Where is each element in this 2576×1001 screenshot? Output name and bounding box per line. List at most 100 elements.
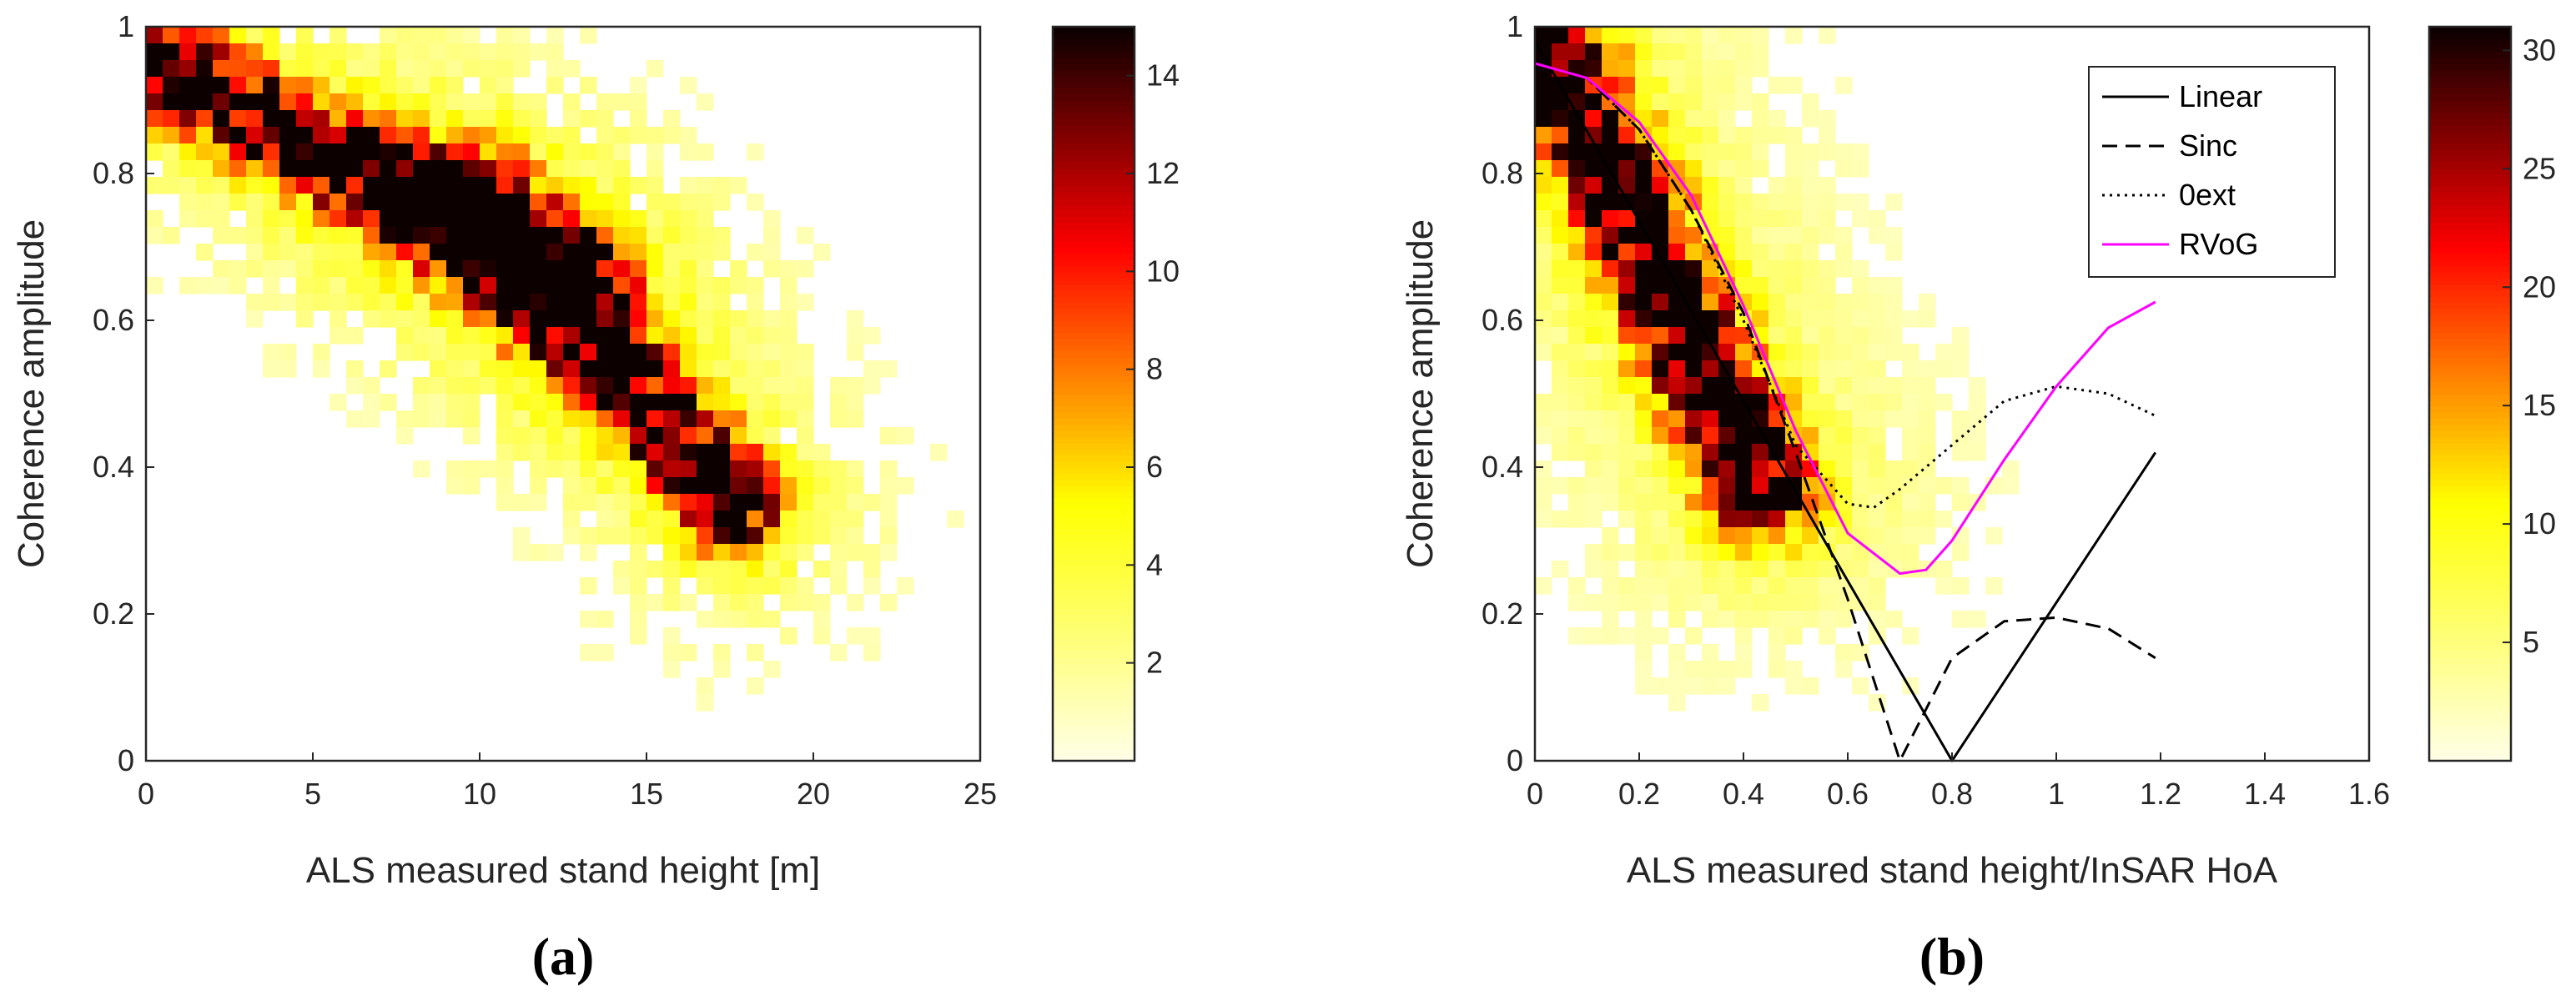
heat-cell xyxy=(1652,27,1669,44)
heat-cell xyxy=(847,327,864,345)
heat-cell xyxy=(513,127,531,144)
heat-cell xyxy=(1718,661,1736,678)
heat-cell xyxy=(1752,527,1769,545)
x-tick-label: 0.6 xyxy=(1827,777,1869,811)
heat-cell xyxy=(196,27,214,44)
colorbar-swatch xyxy=(1053,436,1135,444)
heat-cell xyxy=(1602,394,1619,411)
heat-cell xyxy=(1785,244,1803,261)
heat-cell xyxy=(346,210,364,228)
colorbar-swatch xyxy=(2429,681,2511,688)
colorbar-swatch xyxy=(1053,45,1135,53)
heat-cell xyxy=(396,143,414,161)
colorbar-swatch xyxy=(1053,491,1135,499)
heat-cell xyxy=(1869,210,1886,228)
heat-cell xyxy=(346,294,364,311)
heat-cell xyxy=(1535,244,1552,261)
heat-cell xyxy=(530,494,547,511)
heat-cell xyxy=(596,644,614,661)
colorbar-swatch xyxy=(1053,308,1135,315)
heat-cell xyxy=(296,27,314,44)
heat-cell xyxy=(1852,194,1869,211)
heat-cell xyxy=(663,661,681,678)
heat-cell xyxy=(1535,410,1552,428)
heat-cell xyxy=(546,177,564,194)
heat-cell xyxy=(1885,410,1903,428)
heat-cell xyxy=(680,194,697,211)
heat-cell xyxy=(413,227,430,244)
heat-cell xyxy=(563,210,581,228)
heat-cell xyxy=(1885,327,1903,345)
heat-cell xyxy=(780,511,797,528)
heat-cell xyxy=(830,544,848,561)
heat-cell xyxy=(396,244,414,261)
heatmap-b xyxy=(1535,27,2020,712)
heat-cell xyxy=(546,377,564,395)
heat-cell xyxy=(380,360,397,378)
heat-cell xyxy=(330,43,347,61)
colorbar-swatch xyxy=(2429,485,2511,493)
heat-cell xyxy=(246,60,264,78)
heat-cell xyxy=(1668,43,1686,61)
heat-cell xyxy=(279,227,297,244)
heat-cell xyxy=(1752,444,1769,461)
colorbar-swatch xyxy=(2429,27,2511,34)
heat-cell xyxy=(680,360,697,378)
heat-cell xyxy=(747,310,764,328)
heat-cell xyxy=(279,360,297,378)
heat-cell xyxy=(413,60,430,78)
heat-cell xyxy=(863,327,881,345)
heat-cell xyxy=(279,143,297,161)
heat-cell xyxy=(163,93,180,111)
heat-cell xyxy=(196,194,214,211)
heat-cell xyxy=(496,410,514,428)
heat-cell xyxy=(663,227,681,244)
colorbar-swatch xyxy=(1053,289,1135,297)
heat-cell xyxy=(463,127,480,144)
heat-cell xyxy=(647,360,664,378)
heat-cell xyxy=(396,93,414,111)
heat-cell xyxy=(1668,127,1686,144)
heat-cell xyxy=(296,210,314,228)
heat-cell xyxy=(1902,527,1919,545)
legend-label-rvog: RVoG xyxy=(2179,227,2258,261)
colorbar-swatch xyxy=(2429,112,2511,119)
heat-cell xyxy=(1902,394,1919,411)
heat-cell xyxy=(1652,577,1669,595)
heat-cell xyxy=(1685,27,1703,44)
heat-cell xyxy=(647,410,664,428)
heat-cell xyxy=(1802,527,1819,545)
heat-cell xyxy=(1685,677,1703,695)
colorbar-swatch xyxy=(2429,644,2511,651)
x-tick-label: 0 xyxy=(138,777,154,811)
heat-cell xyxy=(146,43,164,61)
heat-cell xyxy=(413,410,430,428)
heat-cell xyxy=(463,194,480,211)
heat-cell xyxy=(513,327,531,345)
heat-cell xyxy=(1752,594,1769,611)
heat-cell xyxy=(1852,410,1869,428)
heat-cell xyxy=(1585,344,1602,361)
heat-cell xyxy=(296,244,314,261)
colorbar-swatch xyxy=(1053,277,1135,284)
heat-cell xyxy=(1869,277,1886,294)
colorbar-swatch xyxy=(1053,418,1135,425)
heat-cell xyxy=(697,410,714,428)
colorbar-swatch xyxy=(2429,339,2511,346)
colorbar-tick-label: 15 xyxy=(2523,388,2556,422)
heat-cell xyxy=(1602,360,1619,378)
heat-cell xyxy=(1869,477,1886,495)
heat-cell xyxy=(229,277,247,294)
heat-cell xyxy=(747,360,764,378)
heat-cell xyxy=(246,110,264,128)
heat-cell xyxy=(1552,244,1569,261)
heat-cell xyxy=(1668,93,1686,111)
heat-cell xyxy=(1718,611,1736,628)
heat-cell xyxy=(513,544,531,561)
colorbar-swatch xyxy=(1053,589,1135,596)
heat-cell xyxy=(279,43,297,61)
heat-cell xyxy=(380,77,397,94)
heat-cell xyxy=(1618,511,1636,528)
heat-cell xyxy=(1718,527,1736,545)
